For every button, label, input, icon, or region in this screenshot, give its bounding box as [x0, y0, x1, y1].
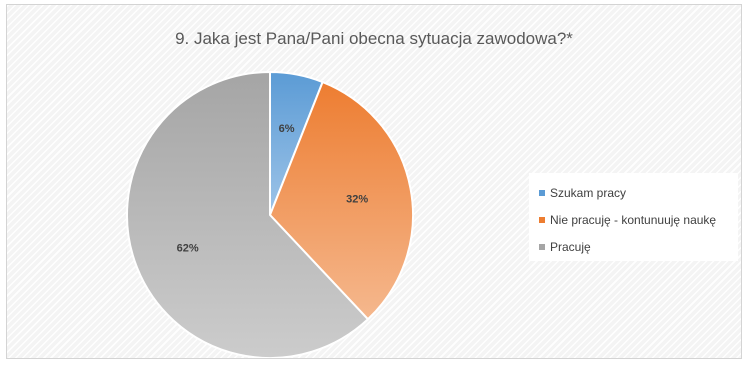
legend-label: Szukam pracy	[550, 185, 627, 200]
chart-area: 9. Jaka jest Pana/Pani obecna sytuacja z…	[6, 4, 742, 359]
legend-item-szukam-pracy: Szukam pracy	[539, 179, 738, 206]
pie-slice-pracuje	[126, 71, 369, 358]
legend-label: Nie pracuję - kontunuuję naukę	[550, 212, 717, 227]
legend-swatch	[539, 243, 545, 250]
pie-slice-nie-pracuje-kontunuuje-nauke	[269, 81, 414, 321]
data-label-nie-pracuje-kontunuuje-nauke: 32%	[346, 193, 368, 205]
legend-item-nie-pracuje: Nie pracuję - kontunuuję naukę	[539, 206, 738, 233]
data-label-szukam-pracy: 6%	[279, 123, 295, 135]
pie-chart: 6% 32% 62%	[126, 71, 414, 358]
legend-swatch	[539, 216, 545, 223]
chart-title: 9. Jaka jest Pana/Pani obecna sytuacja z…	[175, 29, 573, 48]
data-label-pracuje: 62%	[177, 243, 199, 255]
legend-swatch	[539, 189, 545, 196]
legend: Szukam pracy Nie pracuję - kontunuuję na…	[529, 173, 738, 261]
legend-label: Pracuję	[550, 239, 591, 254]
legend-item-pracuje: Pracuję	[539, 233, 738, 260]
